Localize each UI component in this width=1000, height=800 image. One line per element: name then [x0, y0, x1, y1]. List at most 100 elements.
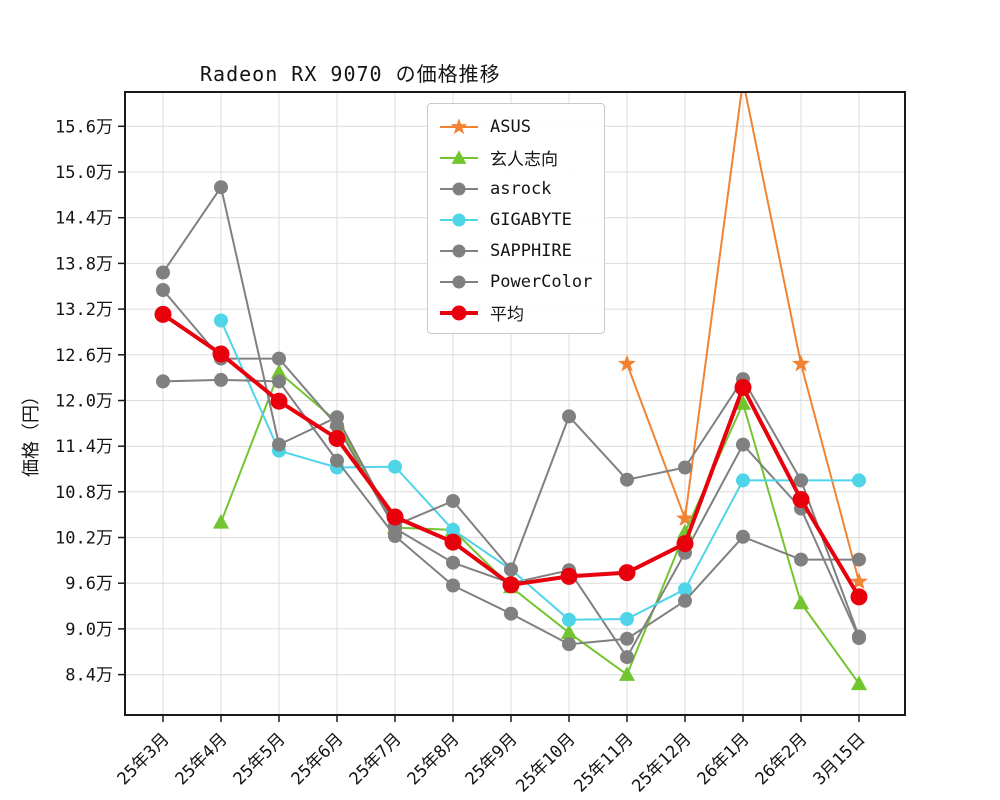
- legend-marker-shape: [452, 213, 466, 226]
- plot-frame: [124, 91, 906, 716]
- y-tick-label: 15.0万: [55, 163, 113, 183]
- grid: [125, 92, 905, 715]
- series-marker-sapphire: [272, 437, 286, 452]
- x-tick-label: 25年9月: [462, 729, 522, 789]
- legend-label: asrock: [490, 178, 552, 199]
- legend-item-series-6: 平均: [438, 297, 604, 328]
- legend-item-sapphire: SAPPHIRE: [438, 235, 604, 266]
- y-tick-label: 9.0万: [65, 620, 113, 640]
- y-tick-label: 10.2万: [55, 529, 113, 549]
- series-marker-powercolor: [446, 578, 460, 593]
- series-marker-series-6: [386, 508, 404, 526]
- series-marker-sapphire: [214, 180, 228, 195]
- series-marker-series-6: [618, 564, 636, 582]
- series-powercolor: [156, 372, 866, 652]
- series-marker-asus: [734, 71, 752, 88]
- series-series-1: [212, 363, 868, 691]
- series-line-series-1: [220, 371, 860, 685]
- series-marker-asrock: [272, 351, 286, 366]
- plot-series: [154, 71, 868, 691]
- chart-title: Radeon RX 9070 の価格推移: [200, 62, 501, 86]
- series-marker-asrock: [446, 555, 460, 570]
- legend-item-powercolor: PowerColor: [438, 266, 604, 297]
- x-tick-label: 25年3月: [114, 729, 174, 789]
- legend-item-asus: ASUS: [438, 111, 604, 142]
- legend-marker-shape: [450, 117, 468, 134]
- series-marker-powercolor: [562, 637, 576, 652]
- legend-marker-circle-icon: [440, 213, 478, 226]
- series-marker-asus: [676, 509, 694, 527]
- series-marker-sapphire: [504, 562, 518, 577]
- series-marker-powercolor: [620, 631, 634, 646]
- series-marker-series-1: [734, 395, 752, 410]
- legend-marker-circle-icon: [440, 305, 478, 320]
- series-marker-series-6: [212, 345, 230, 363]
- y-tick-label: 11.4万: [55, 437, 113, 457]
- series-marker-sapphire: [446, 494, 460, 508]
- series-marker-sapphire: [678, 460, 692, 475]
- series-marker-series-1: [560, 624, 578, 639]
- series-marker-powercolor: [330, 453, 344, 468]
- legend-label: PowerColor: [490, 271, 593, 292]
- series-asus: [618, 71, 868, 590]
- series-marker-asus: [850, 572, 868, 590]
- legend-marker-shape: [452, 244, 466, 257]
- x-tick-label: 25年6月: [288, 729, 348, 789]
- x-tick-label: 25年5月: [230, 729, 290, 789]
- legend-item-series-1: 玄人志向: [438, 142, 604, 173]
- y-tick-label: 13.8万: [55, 254, 113, 274]
- series-marker-asrock: [156, 283, 170, 297]
- series-marker-series-6: [734, 379, 752, 396]
- x-tick-label: 3月15日: [810, 729, 870, 789]
- series-marker-powercolor: [794, 552, 808, 567]
- x-tick-label: 25年4月: [172, 729, 232, 789]
- legend-marker-triangle-icon: [440, 149, 478, 164]
- x-tick-label: 25年12月: [628, 729, 695, 796]
- series-marker-gigabyte: [620, 612, 634, 626]
- x-tick-label: 25年11月: [570, 729, 637, 796]
- series-series-6: [154, 305, 868, 606]
- series-marker-powercolor: [678, 593, 692, 608]
- series-marker-series-1: [270, 363, 288, 379]
- series-line-asus: [626, 92, 860, 582]
- y-tick-label: 15.6万: [55, 117, 113, 137]
- series-marker-sapphire: [794, 473, 808, 488]
- legend-marker-star-icon: [440, 117, 478, 134]
- series-marker-series-1: [212, 513, 230, 529]
- series-marker-sapphire: [620, 472, 634, 487]
- series-marker-series-1: [850, 675, 868, 691]
- x-tick-label: 26年2月: [752, 729, 812, 789]
- legend-label: ASUS: [490, 116, 531, 137]
- series-marker-powercolor: [156, 374, 170, 389]
- series-marker-gigabyte: [562, 612, 576, 627]
- series-marker-series-6: [328, 430, 346, 447]
- series-marker-series-6: [560, 567, 578, 585]
- series-marker-series-6: [154, 305, 172, 323]
- series-marker-series-6: [676, 535, 694, 553]
- series-marker-sapphire: [156, 265, 170, 280]
- y-tick-label: 10.8万: [55, 483, 113, 503]
- legend-marker-circle-icon: [440, 275, 478, 288]
- series-marker-series-6: [850, 588, 868, 606]
- series-marker-asus: [618, 354, 636, 372]
- legend-marker-circle-icon: [440, 182, 478, 195]
- legend-label: SAPPHIRE: [490, 240, 572, 261]
- series-marker-gigabyte: [214, 313, 228, 328]
- series-marker-gigabyte: [852, 473, 866, 488]
- legend-marker-shape: [451, 149, 467, 164]
- series-marker-series-6: [444, 533, 462, 551]
- legend-marker-shape: [451, 305, 467, 320]
- series-marker-sapphire: [852, 629, 866, 644]
- series-marker-powercolor: [272, 374, 286, 389]
- series-line-gigabyte: [220, 320, 859, 621]
- legend: ASUS 玄人志向 asrock GIGABYTE SAPPHIRE PowerColor…: [427, 103, 605, 334]
- series-marker-gigabyte: [736, 473, 750, 488]
- x-tick-label: 25年8月: [404, 729, 464, 789]
- series-marker-powercolor: [214, 372, 228, 387]
- legend-marker-circle-icon: [440, 244, 478, 257]
- legend-marker-shape: [452, 275, 466, 288]
- series-marker-series-1: [792, 594, 810, 610]
- series-marker-powercolor: [736, 529, 750, 544]
